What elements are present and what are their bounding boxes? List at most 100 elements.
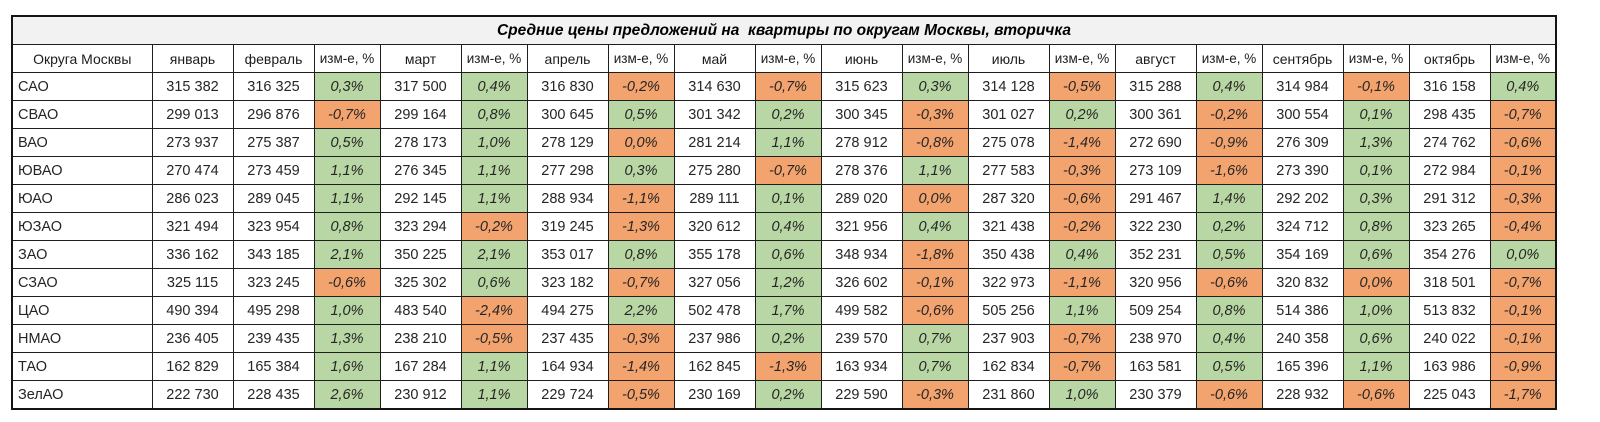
region-cell: ЗАО — [11, 240, 153, 269]
change-cell: 0,0% — [901, 184, 969, 213]
change-cell: -0,6% — [1489, 128, 1557, 157]
price-cell: 230 169 — [673, 380, 756, 410]
price-cell: 514 386 — [1261, 296, 1344, 325]
change-cell: 0,4% — [1195, 324, 1263, 353]
change-cell: -0,3% — [901, 100, 969, 129]
price-cell: 239 570 — [820, 324, 903, 353]
price-cell: 237 986 — [673, 324, 756, 353]
price-cell: 277 583 — [967, 156, 1050, 185]
change-cell: -0,7% — [754, 156, 822, 185]
change-cell: 0,2% — [1195, 212, 1263, 241]
change-cell: 1,4% — [1195, 184, 1263, 213]
change-cell: 2,1% — [313, 240, 381, 269]
region-cell: ЮВАО — [11, 156, 153, 185]
price-cell: 162 834 — [967, 352, 1050, 381]
price-cell: 323 294 — [379, 212, 462, 241]
price-cell: 322 230 — [1114, 212, 1197, 241]
change-cell: -1,3% — [754, 352, 822, 381]
change-column-header: изм-е, % — [1048, 44, 1116, 73]
price-cell: 165 396 — [1261, 352, 1344, 381]
change-cell: -0,6% — [901, 296, 969, 325]
change-cell: -0,7% — [1048, 324, 1116, 353]
change-cell: 0,5% — [1195, 352, 1263, 381]
change-cell: -0,2% — [607, 72, 675, 101]
price-cell: 276 309 — [1261, 128, 1344, 157]
price-cell: 236 405 — [151, 324, 234, 353]
price-cell: 228 435 — [232, 380, 315, 410]
price-cell: 277 298 — [526, 156, 609, 185]
change-cell: 1,1% — [460, 156, 528, 185]
price-cell: 278 173 — [379, 128, 462, 157]
change-cell: -1,6% — [1195, 156, 1263, 185]
change-cell: 1,2% — [754, 268, 822, 297]
change-cell: -0,6% — [1342, 380, 1410, 410]
change-cell: 1,1% — [313, 184, 381, 213]
change-cell: 0,2% — [1048, 100, 1116, 129]
price-cell: 323 245 — [232, 268, 315, 297]
month-column-header: март — [379, 44, 462, 73]
price-cell: 326 602 — [820, 268, 903, 297]
change-cell: -0,5% — [460, 324, 528, 353]
change-cell: -1,1% — [607, 184, 675, 213]
table-row: ЮВАО 270 474 273 459 1,1% 276 345 1,1% 277 298… — [11, 156, 1557, 185]
price-cell: 298 435 — [1408, 100, 1491, 129]
price-cell: 300 554 — [1261, 100, 1344, 129]
change-cell: -0,3% — [607, 324, 675, 353]
change-cell: 1,1% — [1048, 296, 1116, 325]
price-cell: 273 390 — [1261, 156, 1344, 185]
change-cell: 0,8% — [1195, 296, 1263, 325]
price-cell: 350 225 — [379, 240, 462, 269]
change-cell: 1,7% — [754, 296, 822, 325]
price-cell: 318 501 — [1408, 268, 1491, 297]
change-cell: 0,2% — [754, 324, 822, 353]
price-cell: 316 158 — [1408, 72, 1491, 101]
month-column-header: июль — [967, 44, 1050, 73]
price-cell: 289 020 — [820, 184, 903, 213]
price-cell: 320 612 — [673, 212, 756, 241]
region-column-header: Округа Москвы — [11, 44, 153, 73]
change-cell: -1,3% — [607, 212, 675, 241]
table-row: НМАО 236 405 239 435 1,3% 238 210 -0,5% 237 43… — [11, 324, 1557, 353]
table-row: СЗАО 325 115 323 245 -0,6% 325 302 0,6% 323 18… — [11, 268, 1557, 297]
change-cell: 0,5% — [607, 100, 675, 129]
price-cell: 273 109 — [1114, 156, 1197, 185]
price-cell: 228 932 — [1261, 380, 1344, 410]
change-cell: -0,1% — [1489, 296, 1557, 325]
price-cell: 240 358 — [1261, 324, 1344, 353]
month-column-header: январь — [151, 44, 234, 73]
price-cell: 502 478 — [673, 296, 756, 325]
table-row: ЦАО 490 394 495 298 1,0% 483 540 -2,4% 494 275… — [11, 296, 1557, 325]
change-column-header: изм-е, % — [460, 44, 528, 73]
price-cell: 314 984 — [1261, 72, 1344, 101]
price-cell: 321 956 — [820, 212, 903, 241]
price-cell: 273 937 — [151, 128, 234, 157]
table-row: СВАО 299 013 296 876 -0,7% 299 164 0,8% 300 64… — [11, 100, 1557, 129]
price-cell: 272 690 — [1114, 128, 1197, 157]
price-cell: 354 276 — [1408, 240, 1491, 269]
change-cell: -0,4% — [1489, 212, 1557, 241]
change-cell: 0,7% — [901, 352, 969, 381]
region-cell: ВАО — [11, 128, 153, 157]
price-cell: 237 903 — [967, 324, 1050, 353]
change-cell: -1,8% — [901, 240, 969, 269]
change-cell: 0,4% — [460, 72, 528, 101]
price-cell: 273 459 — [232, 156, 315, 185]
price-cell: 348 934 — [820, 240, 903, 269]
change-cell: -0,1% — [901, 268, 969, 297]
change-cell: 0,4% — [901, 212, 969, 241]
price-cell: 276 345 — [379, 156, 462, 185]
price-cell: 322 973 — [967, 268, 1050, 297]
table-row: САО 315 382 316 325 0,3% 317 500 0,4% 316 830-… — [11, 72, 1557, 101]
change-cell: 0,8% — [460, 100, 528, 129]
month-column-header: август — [1114, 44, 1197, 73]
change-cell: 0,3% — [313, 72, 381, 101]
price-cell: 278 129 — [526, 128, 609, 157]
price-cell: 163 986 — [1408, 352, 1491, 381]
change-cell: 0,8% — [1342, 212, 1410, 241]
price-cell: 495 298 — [232, 296, 315, 325]
change-cell: 0,8% — [607, 240, 675, 269]
price-cell: 299 164 — [379, 100, 462, 129]
region-cell: ЮЗАО — [11, 212, 153, 241]
price-cell: 320 956 — [1114, 268, 1197, 297]
change-cell: -0,6% — [1195, 380, 1263, 410]
